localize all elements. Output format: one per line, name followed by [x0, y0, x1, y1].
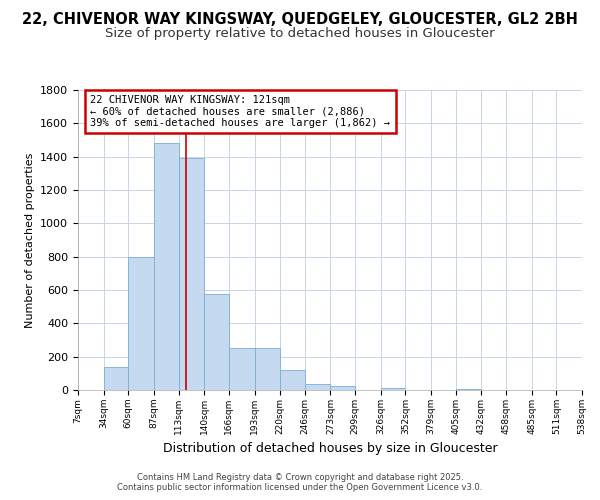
Bar: [204, 294, 229, 390]
Bar: [456, 389, 481, 390]
Bar: [381, 388, 406, 390]
Bar: [128, 256, 154, 390]
Bar: [229, 348, 254, 390]
Y-axis label: Number of detached properties: Number of detached properties: [25, 152, 35, 328]
Bar: [280, 370, 305, 390]
Text: 22, CHIVENOR WAY KINGSWAY, QUEDGELEY, GLOUCESTER, GL2 2BH: 22, CHIVENOR WAY KINGSWAY, QUEDGELEY, GL…: [22, 12, 578, 28]
Bar: [254, 348, 280, 390]
Text: Contains HM Land Registry data © Crown copyright and database right 2025.
Contai: Contains HM Land Registry data © Crown c…: [118, 473, 482, 492]
Bar: [179, 158, 204, 390]
Bar: [154, 144, 179, 390]
Text: 22 CHIVENOR WAY KINGSWAY: 121sqm
← 60% of detached houses are smaller (2,886)
39: 22 CHIVENOR WAY KINGSWAY: 121sqm ← 60% o…: [91, 95, 391, 128]
Bar: [104, 366, 128, 390]
Bar: [305, 384, 331, 390]
X-axis label: Distribution of detached houses by size in Gloucester: Distribution of detached houses by size …: [163, 442, 497, 456]
Bar: [331, 386, 355, 390]
Text: Size of property relative to detached houses in Gloucester: Size of property relative to detached ho…: [105, 28, 495, 40]
